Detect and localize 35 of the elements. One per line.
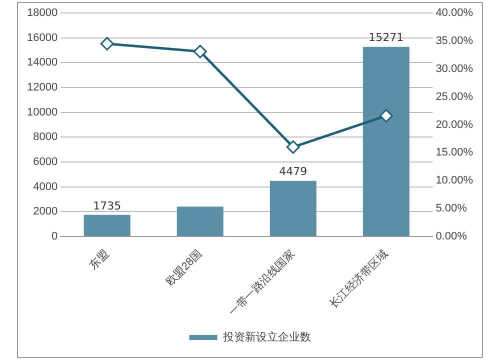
x-tick-label: 欧盟28国	[164, 248, 204, 288]
point	[100, 36, 114, 50]
y-tick-label: 4000	[33, 180, 58, 193]
y2-tick-label: 0.00%	[436, 230, 468, 242]
x-tick-label: 长江经济带区域	[326, 247, 390, 311]
y-tick-label: 18000	[26, 7, 58, 20]
data-label: 1735	[93, 199, 122, 212]
y2-tick-label: 15.00%	[436, 146, 474, 159]
y-tick-label: 2000	[33, 206, 58, 218]
bar	[84, 214, 130, 236]
y2-tick-label: 25.00%	[436, 90, 474, 103]
point	[379, 109, 393, 123]
y2-tick-label: 10.00%	[436, 174, 474, 187]
data-label: 15271	[368, 31, 404, 44]
y-tick-label: 8000	[33, 131, 58, 144]
y2-tick-label: 30.00%	[436, 62, 474, 75]
bar	[270, 180, 316, 236]
x-tick-label: 一带一路沿线国家	[226, 247, 298, 319]
point	[193, 44, 207, 58]
y-tick-label: 12000	[26, 82, 58, 94]
y-tick-label: 6000	[33, 156, 58, 168]
point	[286, 140, 300, 154]
x-tick-label: 东盟	[86, 247, 112, 272]
legend-label: 投资新设立企业数	[222, 330, 311, 344]
bar	[362, 46, 410, 236]
y-tick-label: 10000	[26, 106, 58, 118]
bar	[176, 206, 224, 236]
y2-tick-label: 35.00%	[436, 34, 474, 47]
y2-tick-label: 20.00%	[436, 118, 474, 131]
y2-tick-label: 40.00%	[436, 7, 474, 20]
data-label: 4479	[279, 165, 308, 178]
y2-tick-label: 5.00%	[436, 202, 468, 215]
y-tick-label: 0	[51, 230, 58, 242]
y-tick-label: 16000	[26, 32, 58, 44]
y-tick-label: 14000	[26, 56, 58, 69]
